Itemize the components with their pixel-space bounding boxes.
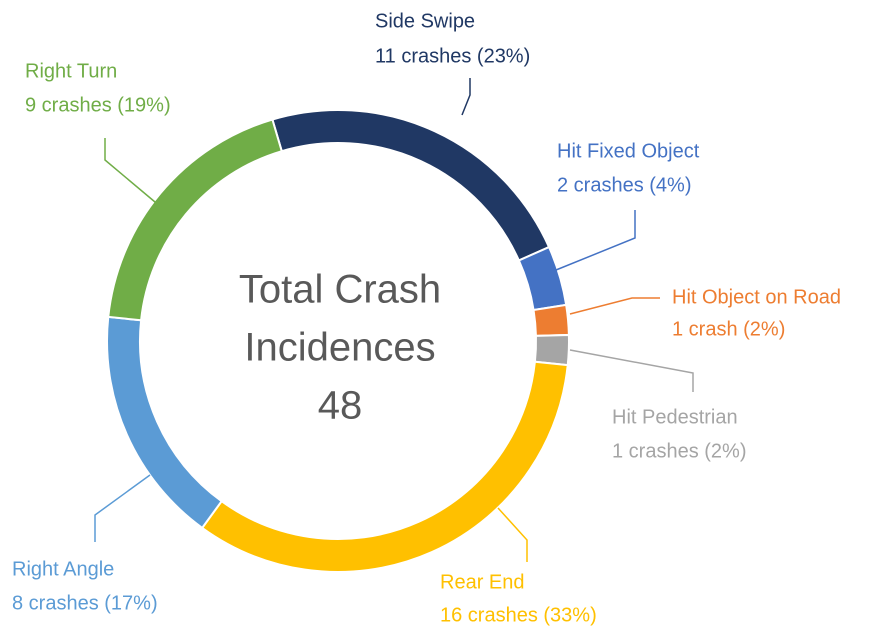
donut-slice bbox=[200, 360, 569, 573]
donut-slice bbox=[271, 109, 551, 262]
leader-line bbox=[461, 78, 471, 116]
donut-slice bbox=[532, 303, 570, 337]
center-total: 48 bbox=[318, 384, 363, 428]
slice-value-label: 11 crashes (23%) bbox=[375, 45, 530, 67]
slice-value-label: 1 crash (2%) bbox=[672, 318, 785, 340]
center-label: Incidences bbox=[244, 326, 435, 370]
leader-line bbox=[569, 349, 694, 392]
donut-slice bbox=[107, 118, 284, 322]
center-label: Total Crash bbox=[239, 268, 441, 312]
donut-slice bbox=[517, 245, 568, 312]
donut-slice bbox=[533, 333, 570, 367]
donut-slice bbox=[105, 315, 224, 530]
leader-line bbox=[569, 297, 660, 315]
slice-value-label: 8 crashes (17%) bbox=[12, 592, 158, 614]
slice-name: Hit Fixed Object bbox=[557, 140, 700, 162]
leader-line bbox=[555, 210, 636, 271]
slice-name: Rear End bbox=[440, 571, 525, 593]
slice-value-label: 16 crashes (33%) bbox=[440, 604, 597, 626]
slice-name: Hit Pedestrian bbox=[612, 406, 738, 428]
slice-name: Side Swipe bbox=[375, 10, 475, 32]
slice-name: Right Angle bbox=[12, 558, 114, 580]
slice-name: Hit Object on Road bbox=[672, 286, 841, 308]
leader-line bbox=[104, 138, 156, 203]
leader-line bbox=[94, 474, 151, 542]
slice-value-label: 2 crashes (4%) bbox=[557, 174, 692, 196]
slice-name: Right Turn bbox=[25, 60, 117, 82]
slice-value-label: 9 crashes (19%) bbox=[25, 94, 171, 116]
leader-line bbox=[497, 507, 528, 562]
slice-value-label: 1 crashes (2%) bbox=[612, 440, 747, 462]
